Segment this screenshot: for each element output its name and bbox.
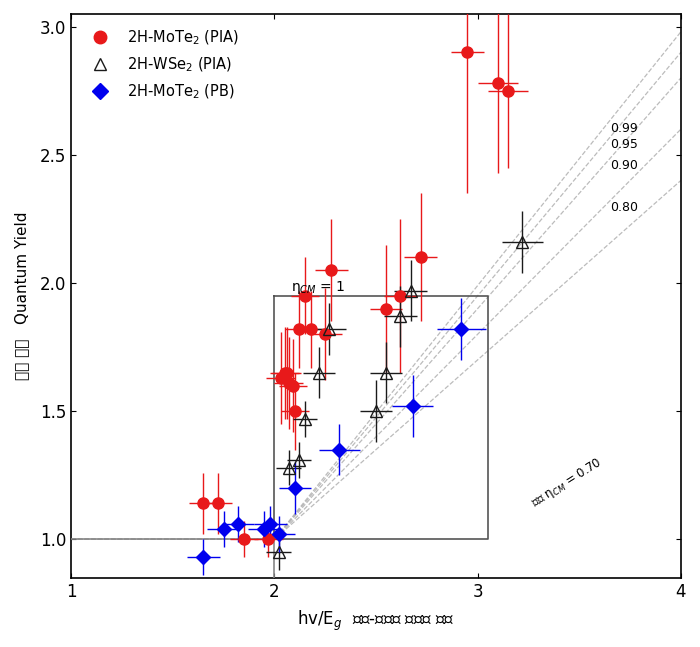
Text: 효율 η$_{CM}$ = 0.70: 효율 η$_{CM}$ = 0.70 bbox=[528, 455, 605, 511]
Legend: 2H-MoTe$_2$ (PIA), 2H-WSe$_2$ (PIA), 2H-MoTe$_2$ (PB): 2H-MoTe$_2$ (PIA), 2H-WSe$_2$ (PIA), 2H-… bbox=[78, 21, 246, 109]
Y-axis label: 양자 수율   Quantum Yield: 양자 수율 Quantum Yield bbox=[14, 212, 29, 380]
Text: η$_{CM}$ = 1: η$_{CM}$ = 1 bbox=[290, 279, 345, 296]
Text: 0.99: 0.99 bbox=[610, 122, 638, 135]
Text: 0.90: 0.90 bbox=[610, 159, 638, 172]
Text: 0.80: 0.80 bbox=[610, 201, 638, 214]
Text: 0.95: 0.95 bbox=[610, 138, 638, 151]
X-axis label: hv/E$_g$  광자-밴드갭 에너지 비율: hv/E$_g$ 광자-밴드갭 에너지 비율 bbox=[298, 609, 454, 633]
